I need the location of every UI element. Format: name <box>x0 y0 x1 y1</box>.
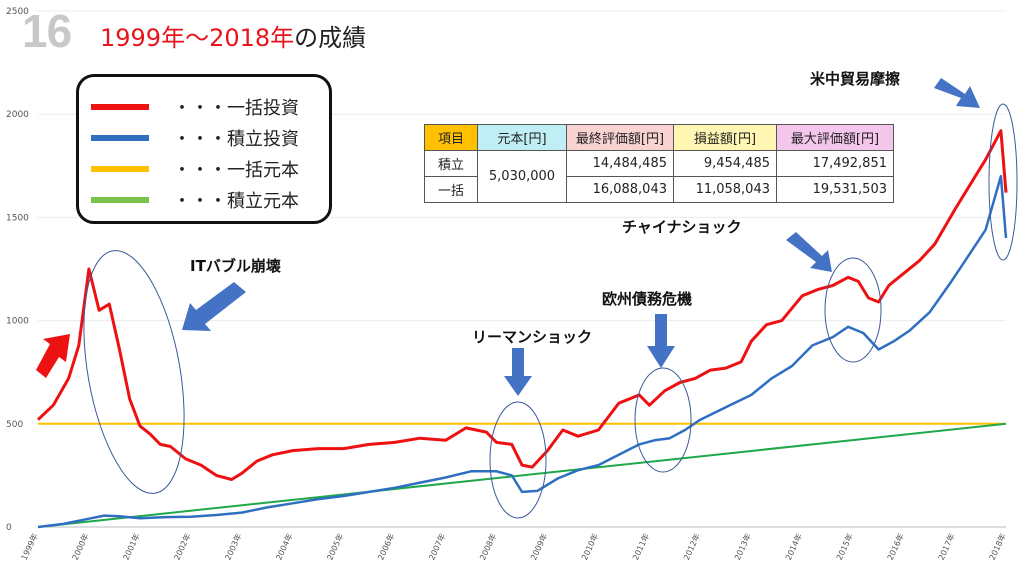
ellipse-it-bubble <box>83 250 185 494</box>
final-value-cell: 14,484,485 <box>566 150 674 177</box>
y-tick-label: 2500 <box>6 7 29 17</box>
final-value-cell: 16,088,043 <box>566 176 674 203</box>
x-tick-label: 2015年 <box>834 532 855 562</box>
x-tick-label: 2018年 <box>987 532 1008 562</box>
x-tick-label: 2017年 <box>936 532 957 562</box>
legend-item-dca: ・・・積立投資 <box>91 122 329 153</box>
ellipse-china <box>824 257 882 363</box>
legend: ・・・一括投資 ・・・積立投資 ・・・一括元本 ・・・積立元本 <box>76 74 332 224</box>
event-arrows <box>36 78 980 396</box>
series-dca <box>37 174 1008 529</box>
legend-label: ・・・積立元本 <box>173 190 299 212</box>
legend-item-lump-sum: ・・・一括投資 <box>91 91 329 122</box>
summary-table: 項目 元本[円] 最終評価額[円] 損益額[円] 最大評価額[円] 積立 5,0… <box>424 124 894 203</box>
x-tick-label: 1999年 <box>19 532 40 562</box>
trade-war-arrow <box>934 78 980 108</box>
header-max: 最大評価額[円] <box>776 124 894 151</box>
x-tick-label: 2013年 <box>732 532 753 562</box>
annotation-trade-war: 米中貿易摩擦 <box>810 70 901 88</box>
event-ellipses <box>83 103 1018 519</box>
x-tick-label: 2007年 <box>426 532 447 562</box>
x-tick-label: 2011年 <box>630 532 651 562</box>
annotation-it-bubble: ITバブル崩壊 <box>190 257 281 275</box>
header-profit: 損益額[円] <box>673 124 777 151</box>
x-tick-label: 2016年 <box>885 532 906 562</box>
y-axis-ticks: 0 500 1000 1500 2000 2500 <box>6 7 29 533</box>
table-row: 一括 16,088,043 11,058,043 19,531,503 <box>424 176 894 203</box>
legend-label: ・・・一括元本 <box>173 159 299 181</box>
x-tick-label: 2008年 <box>477 532 498 562</box>
euro-arrow <box>647 314 675 368</box>
x-tick-label: 2004年 <box>274 532 295 562</box>
profit-cell: 11,058,043 <box>673 176 777 203</box>
x-tick-label: 2001年 <box>121 532 142 562</box>
x-tick-label: 2000年 <box>70 532 91 562</box>
x-tick-label: 2014年 <box>783 532 804 562</box>
series-lump-sum <box>36 129 1008 481</box>
china-arrow <box>786 232 832 272</box>
legend-swatch-lump-principal <box>91 165 149 172</box>
lehman-arrow <box>504 348 532 396</box>
annotation-lehman: リーマンショック <box>472 328 593 346</box>
y-tick-label: 1500 <box>6 213 29 223</box>
annotation-china-shock: チャイナショック <box>622 218 742 236</box>
max-value-cell: 19,531,503 <box>776 176 894 203</box>
legend-label: ・・・一括投資 <box>173 97 299 119</box>
x-tick-label: 2006年 <box>375 532 396 562</box>
x-tick-label: 2009年 <box>528 532 549 562</box>
x-axis-ticks: 1999年 2000年 2001年 2002年 2003年 2004年 2005年 2006年… <box>19 532 1008 562</box>
x-tick-label: 2005年 <box>324 532 345 562</box>
legend-label: ・・・積立投資 <box>173 128 299 150</box>
y-tick-label: 2000 <box>6 110 29 120</box>
ellipse-trade-war <box>988 103 1018 261</box>
header-item: 項目 <box>424 124 478 151</box>
header-final: 最終評価額[円] <box>566 124 674 151</box>
legend-swatch-dca-principal <box>91 196 149 203</box>
summary-header-row: 項目 元本[円] 最終評価額[円] 損益額[円] 最大評価額[円] <box>424 124 894 151</box>
ellipse-lehman <box>489 401 547 519</box>
title-suffix: の成績 <box>294 24 367 52</box>
it-bubble-arrow <box>182 282 246 331</box>
rise-arrow <box>36 334 70 378</box>
page-title: 1999年～2018年の成績 <box>100 18 366 53</box>
y-tick-label: 1000 <box>6 317 29 327</box>
legend-item-lump-principal: ・・・一括元本 <box>91 153 329 184</box>
principal-cell: 5,030,000 <box>477 150 567 203</box>
x-tick-label: 2003年 <box>223 532 244 562</box>
x-tick-label: 2010年 <box>579 532 600 562</box>
legend-item-dca-principal: ・・・積立元本 <box>91 184 329 215</box>
header-principal: 元本[円] <box>477 124 567 151</box>
y-tick-label: 0 <box>6 523 12 533</box>
slide-number: 16 <box>22 5 72 57</box>
y-tick-label: 500 <box>6 420 23 430</box>
profit-cell: 9,454,485 <box>673 150 777 177</box>
legend-swatch-lump-sum <box>91 103 149 110</box>
title-period: 1999年～2018年 <box>100 24 295 52</box>
x-tick-label: 2012年 <box>681 532 702 562</box>
row-item: 積立 <box>424 150 478 177</box>
table-row: 積立 5,030,000 14,484,485 9,454,485 17,492… <box>424 150 894 203</box>
ellipse-euro <box>634 367 692 473</box>
series-layer <box>36 129 1008 529</box>
row-item: 一括 <box>424 176 478 203</box>
legend-swatch-dca <box>91 134 149 141</box>
annotation-euro-debt: 欧州債務危機 <box>602 290 693 308</box>
x-tick-label: 2002年 <box>172 532 193 562</box>
series-dca-principal <box>37 422 1007 528</box>
max-value-cell: 17,492,851 <box>776 150 894 177</box>
